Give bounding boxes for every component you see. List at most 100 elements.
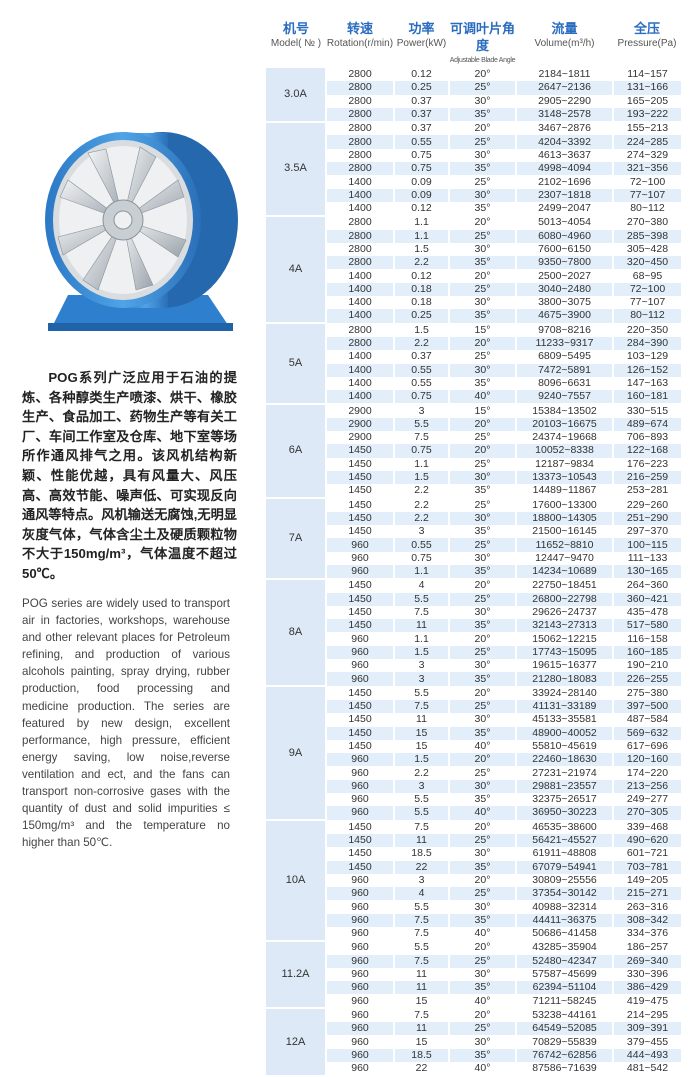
power-cell: 11 (393, 713, 449, 727)
model-cell: 3.0A (266, 68, 326, 123)
volume-cell: 32143~27313 (515, 619, 613, 633)
angle-cell: 30° (448, 779, 516, 794)
angle-cell: 20° (448, 753, 516, 767)
table-row: 1400 0.09 25° 2102~1696 72~100 (266, 175, 681, 189)
pressure-cell: 435~478 (612, 605, 681, 620)
volume-cell: 2307~1818 (515, 188, 613, 202)
angle-cell: 30° (448, 470, 516, 485)
power-cell: 0.37 (393, 107, 449, 123)
volume-cell: 57587~45699 (515, 967, 613, 982)
angle-cell: 35° (448, 256, 516, 270)
angle-cell: 25° (448, 175, 516, 189)
rotation-cell: 1450 (325, 847, 394, 861)
angle-cell: 25° (448, 538, 516, 552)
power-cell: 5.5 (393, 686, 449, 700)
table-row: 1450 11 35° 32143~27313 517~580 (266, 619, 681, 633)
table-row: 2800 0.25 25° 2647~2136 131~166 (266, 81, 681, 95)
volume-cell: 17743~15095 (515, 645, 613, 660)
pressure-cell: 229~260 (612, 498, 681, 512)
pressure-cell: 176~223 (612, 457, 681, 471)
volume-cell: 4675~3900 (515, 309, 613, 324)
table-row: 1450 18.5 30° 61911~48808 601~721 (266, 847, 681, 861)
rotation-cell: 1450 (325, 820, 394, 834)
pressure-cell: 165~205 (612, 94, 681, 108)
power-cell: 7.5 (393, 431, 449, 445)
power-cell: 0.12 (393, 269, 449, 283)
rotation-cell: 960 (325, 940, 394, 955)
table-row: 1400 0.75 40° 9240~7557 160~181 (266, 390, 681, 405)
volume-cell: 87586~71639 (515, 1061, 613, 1077)
volume-cell: 62394~51104 (515, 981, 613, 995)
table-row: 960 1.1 35° 14234~10689 130~165 (266, 564, 681, 580)
angle-cell: 35° (448, 564, 516, 580)
pressure-cell: 114~157 (612, 68, 681, 82)
volume-cell: 15384~13502 (515, 403, 613, 418)
volume-cell: 2102~1696 (515, 175, 613, 189)
angle-cell: 25° (448, 498, 516, 512)
table-row: 960 15 40° 71211~58245 419~475 (266, 994, 681, 1009)
model-cell: 7A (266, 498, 326, 580)
power-cell: 3 (393, 779, 449, 794)
power-cell: 0.37 (393, 121, 449, 136)
table-row: 960 0.55 25° 11652~8810 100~115 (266, 538, 681, 552)
pressure-cell: 703~781 (612, 860, 681, 874)
angle-cell: 25° (448, 887, 516, 901)
volume-cell: 61911~48808 (515, 847, 613, 861)
power-cell: 18.5 (393, 1048, 449, 1062)
volume-cell: 19615~16377 (515, 659, 613, 673)
power-cell: 7.5 (393, 699, 449, 714)
table-row: 6A 2900 3 15° 15384~13502 330~515 (266, 403, 681, 500)
power-cell: 4 (393, 578, 449, 593)
pressure-cell: 193~222 (612, 107, 681, 123)
table-row: 2800 0.37 30° 2905~2290 165~205 (266, 94, 681, 108)
volume-cell: 11652~8810 (515, 538, 613, 552)
model-cell: 8A (266, 578, 326, 688)
power-cell: 0.55 (393, 135, 449, 149)
volume-cell: 29881~23557 (515, 779, 613, 794)
pressure-cell: 116~158 (612, 632, 681, 646)
table-row: 1450 22 35° 67079~54941 703~781 (266, 860, 681, 874)
volume-cell: 24374~19668 (515, 431, 613, 445)
table-row: 1450 0.75 20° 10052~8338 122~168 (266, 444, 681, 458)
power-cell: 1.5 (393, 753, 449, 767)
pressure-cell: 360~421 (612, 592, 681, 606)
volume-cell: 20103~16675 (515, 417, 613, 432)
table-row: 960 11 30° 57587~45699 330~396 (266, 967, 681, 982)
angle-cell: 20° (448, 68, 516, 82)
angle-cell: 30° (448, 900, 516, 914)
volume-cell: 30809~25556 (515, 873, 613, 888)
table-row: 960 11 35° 62394~51104 386~429 (266, 981, 681, 995)
angle-cell: 20° (448, 1008, 516, 1023)
volume-cell: 53238~44161 (515, 1008, 613, 1023)
rotation-cell: 960 (325, 632, 394, 646)
header-model: 机号 Model( № ) (266, 20, 326, 68)
pressure-cell: 297~370 (612, 525, 681, 539)
volume-cell: 22460~18630 (515, 753, 613, 767)
volume-cell: 46535~38600 (515, 820, 613, 834)
pressure-cell: 285~398 (612, 229, 681, 243)
angle-cell: 30° (448, 967, 516, 982)
rotation-cell: 960 (325, 1035, 394, 1049)
rotation-cell: 960 (325, 659, 394, 673)
power-cell: 0.18 (393, 282, 449, 297)
pressure-cell: 111~133 (612, 551, 681, 565)
rotation-cell: 1400 (325, 363, 394, 377)
volume-cell: 55810~45619 (515, 739, 613, 754)
model-cell: 11.2A (266, 940, 326, 1010)
power-cell: 7.5 (393, 820, 449, 834)
rotation-cell: 1450 (325, 525, 394, 539)
angle-cell: 25° (448, 135, 516, 149)
angle-cell: 30° (448, 94, 516, 108)
volume-cell: 22750~18451 (515, 578, 613, 593)
pressure-cell: 80~112 (612, 201, 681, 217)
table-row: 1400 0.12 35° 2499~2047 80~112 (266, 201, 681, 217)
angle-cell: 20° (448, 121, 516, 136)
table-row: 960 7.5 40° 50686~41458 334~376 (266, 927, 681, 942)
pressure-cell: 274~329 (612, 148, 681, 163)
pressure-cell: 489~674 (612, 417, 681, 432)
table-row: 1400 0.18 25° 3040~2480 72~100 (266, 282, 681, 297)
rotation-cell: 1450 (325, 578, 394, 593)
table-row: 960 7.5 35° 44411~36375 308~342 (266, 913, 681, 927)
power-cell: 0.12 (393, 201, 449, 217)
pressure-cell: 490~620 (612, 833, 681, 848)
